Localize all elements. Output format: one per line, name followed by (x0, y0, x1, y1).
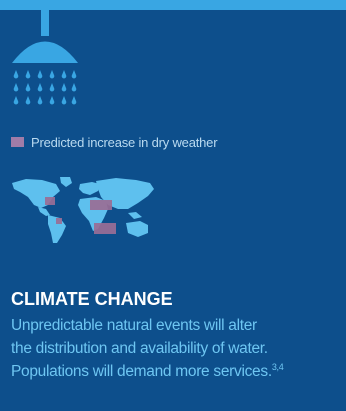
description-text: Unpredictable natural events will alter … (11, 314, 346, 383)
description-line-3-text: Populations will demand more services. (11, 363, 272, 380)
description-line-1: Unpredictable natural events will alter (11, 317, 257, 334)
top-accent-bar (0, 0, 346, 10)
legend-swatch (11, 137, 24, 147)
description-line-3: Populations will demand more services.3,… (11, 360, 346, 383)
section-title: CLIMATE CHANGE (11, 289, 173, 309)
legend-label: Predicted increase in dry weather (31, 134, 218, 150)
description-line-2: the distribution and availability of wat… (11, 340, 268, 357)
footnote-reference: 3,4 (271, 361, 284, 372)
world-map-icon (12, 177, 154, 243)
legend: Predicted increase in dry weather (11, 133, 218, 151)
shower-head-icon (12, 0, 78, 105)
